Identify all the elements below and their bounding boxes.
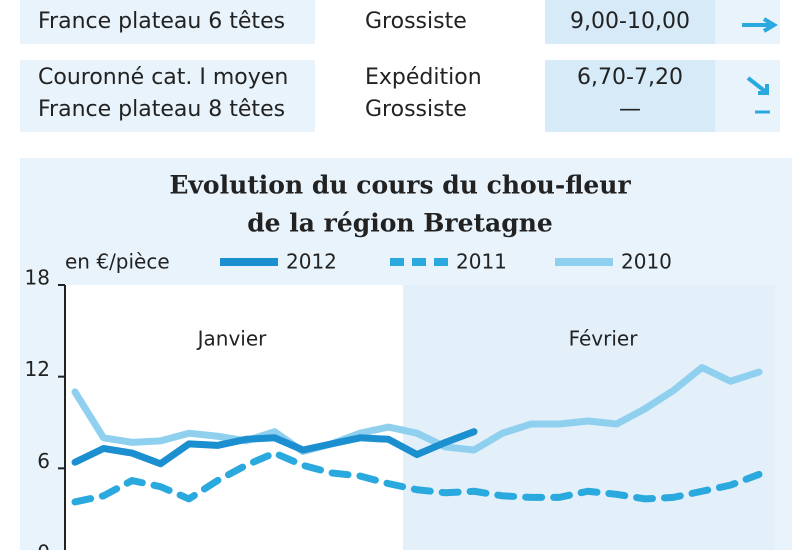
plot: 0 6 12 18 2012 2011 2010 [25,250,763,554]
stage: Expédition [365,65,482,90]
month-label: Janvier [196,327,268,351]
trend-arrow [746,76,769,95]
legend-label: 2010 [621,250,672,274]
chart-title: Evolution du cours du chou-fleur [169,171,631,200]
chart-title: de la région Bretagne [247,209,553,238]
price: — [619,97,641,122]
series-line [71,364,763,456]
month-band [65,285,403,550]
product: France plateau 8 têtes [38,97,285,122]
series-line [71,449,763,506]
product: France plateau 6 têtes [38,9,285,34]
product: Couronné cat. I moyen [38,65,288,90]
y-axis-label: en €/pièce [65,250,170,274]
trend-arrow [742,17,778,33]
cell-bg [20,60,315,132]
stage: Grossiste [365,9,467,34]
legend-label: 2012 [286,250,337,274]
price: 9,00-10,00 [570,9,690,34]
cell-bg [545,60,715,132]
stage: Grossiste [365,97,467,122]
y-tick-label: 6 [37,449,50,473]
cell-bg [545,0,715,44]
month-label: Février [569,327,639,351]
y-tick-label: 18 [25,266,50,290]
price: 6,70-7,20 [577,65,683,90]
month-band [403,285,775,550]
legend-label: 2011 [456,250,507,274]
cell-bg [20,0,315,44]
series-line [71,428,478,468]
y-tick-label: 0 [37,541,50,551]
cell-bg [715,60,780,132]
y-tick-label: 12 [25,357,50,381]
